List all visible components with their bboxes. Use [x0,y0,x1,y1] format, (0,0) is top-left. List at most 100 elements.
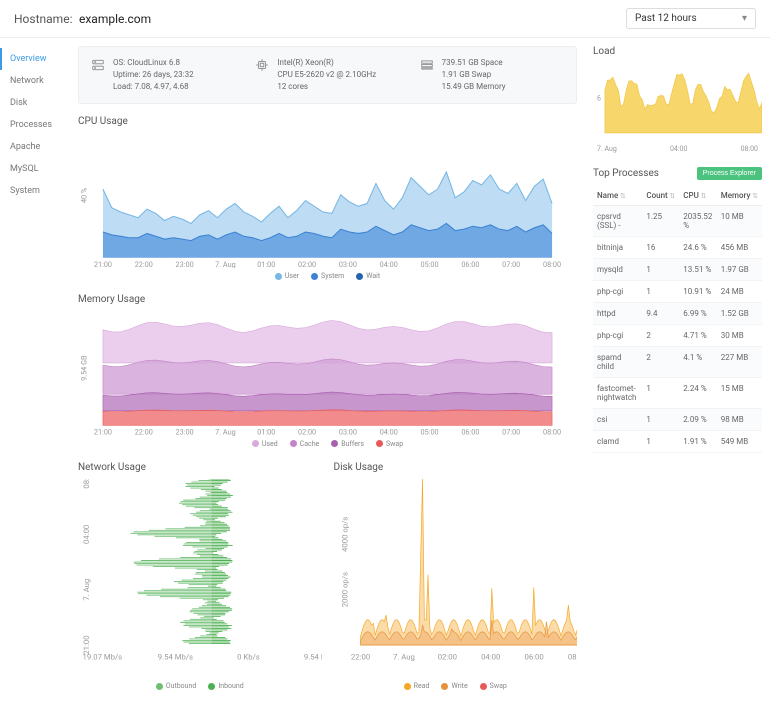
svg-text:9.54 Mb/s: 9.54 Mb/s [304,652,322,661]
sidebar-item-overview[interactable]: Overview [0,48,70,70]
svg-text:06:00: 06:00 [461,428,479,436]
svg-text:04:00: 04:00 [481,652,500,661]
network-card: Network Usage 21:007. Aug04:0008:0019.07… [78,462,322,690]
svg-text:7. Aug: 7. Aug [82,579,91,601]
table-row[interactable]: spamd child24.1 %227 MB [593,347,762,378]
memory-chart: 9.54 GB 21:00 22:00 23:00 7. Aug 01:00 02:00 03… [78,311,577,436]
svg-text:01:00: 01:00 [257,428,275,436]
sidebar-item-network[interactable]: Network [0,70,70,92]
disk-card: Disk Usage 2000 op/s 4000 op/s 22:00 7. Aug… [334,462,578,690]
processes-card: Top Processes Process Explorer NameCount… [593,167,762,453]
svg-text:2000 op/s: 2000 op/s [340,572,349,607]
svg-text:06:00: 06:00 [461,260,479,268]
svg-text:22:00: 22:00 [135,260,153,268]
svg-text:08:00: 08:00 [543,260,561,268]
svg-text:21:00: 21:00 [94,428,112,436]
svg-text:03:00: 03:00 [339,428,357,436]
network-title: Network Usage [78,462,322,473]
svg-text:7. Aug: 7. Aug [215,260,236,268]
proc-col-count[interactable]: Count [642,186,679,206]
svg-text:08:00: 08:00 [567,652,577,661]
hostname: Hostname: example.com [14,12,151,26]
svg-text:04:00: 04:00 [380,428,398,436]
topbar: Hostname: example.com Past 12 hours [0,0,770,38]
proc-col-memory[interactable]: Memory [717,186,762,206]
right-column: Load 6 7. Aug04:0008:00 Top Processes Pr… [585,38,770,712]
table-row[interactable]: csi12.09 %98 MB [593,409,762,431]
period-selected: Past 12 hours [635,13,697,24]
svg-text:22:00: 22:00 [135,428,153,436]
svg-text:04:00: 04:00 [82,525,91,544]
table-row[interactable]: mysqld113.51 %1.97 GB [593,259,762,281]
disk-title: Disk Usage [334,462,578,473]
cpu-title: CPU Usage [78,116,577,127]
server-icon [91,58,105,72]
hostname-value: example.com [79,12,151,26]
table-row[interactable]: bitninja1624.6 %456 MB [593,237,762,259]
svg-text:07:00: 07:00 [502,428,520,436]
svg-text:02:00: 02:00 [298,260,316,268]
memory-title: Memory Usage [78,294,577,305]
sidebar-item-apache[interactable]: Apache [0,136,70,158]
table-row[interactable]: php-cgi110.91 %24 MB [593,281,762,303]
svg-text:7. Aug: 7. Aug [392,652,414,661]
svg-text:4000 op/s: 4000 op/s [340,517,349,552]
load-x-labels: 7. Aug04:0008:00 [593,143,762,153]
proc-col-name[interactable]: Name [593,186,642,206]
svg-text:23:00: 23:00 [176,260,194,268]
load-chart: 6 [593,63,762,143]
sidebar-item-system[interactable]: System [0,180,70,202]
network-legend: OutboundInbound [78,682,322,690]
memory-card: Memory Usage 9.54 GB 21:00 22:00 23:00 7. Au… [78,294,577,448]
proc-col-cpu[interactable]: CPU [679,186,716,206]
svg-text:22:00: 22:00 [350,652,369,661]
svg-text:9.54 GB: 9.54 GB [79,355,88,381]
svg-text:07:00: 07:00 [502,260,520,268]
svg-text:23:00: 23:00 [176,428,194,436]
bottom-charts: Network Usage 21:007. Aug04:0008:0019.07… [78,462,577,704]
table-row[interactable]: clamd11.91 %549 MB [593,431,762,453]
info-mem: 739.51 GB Space 1.91 GB Swap 15.49 GB Me… [420,57,564,93]
processes-table: NameCountCPUMemory cpsrvd (SSL) -1.25203… [593,186,762,453]
processes-title: Top Processes [593,168,659,179]
svg-text:19.07 Mb/s: 19.07 Mb/s [83,652,123,661]
svg-text:04:00: 04:00 [380,260,398,268]
svg-text:06:00: 06:00 [524,652,543,661]
disk-chart: 2000 op/s 4000 op/s 22:00 7. Aug 02:00 04:00 0… [334,479,578,678]
svg-text:40 %: 40 % [79,188,88,203]
process-explorer-button[interactable]: Process Explorer [697,167,762,180]
svg-text:05:00: 05:00 [421,428,439,436]
memory-legend: UsedCacheBuffersSwap [78,440,577,448]
table-row[interactable]: httpd9.46.99 %1.52 GB [593,303,762,325]
svg-text:05:00: 05:00 [421,260,439,268]
cpu-chart: 40 %21:0022:0023:007. Aug01:0002:0003:00… [78,133,577,268]
info-cpu: Intel(R) Xeon(R) CPU E5-2620 v2 @ 2.10GH… [255,57,399,93]
svg-text:02:00: 02:00 [437,652,456,661]
table-row[interactable]: php-cgi24.71 %30 MB [593,325,762,347]
info-bar: OS: CloudLinux 6.8 Uptime: 26 days, 23:3… [78,46,577,104]
svg-text:02:00: 02:00 [298,428,316,436]
table-row[interactable]: cpsrvd (SSL) -1.252035.52 %10 MB [593,206,762,237]
disk-legend: ReadWriteSwap [334,682,578,690]
period-dropdown[interactable]: Past 12 hours [626,8,756,29]
cpu-legend: UserSystemWait [78,272,577,280]
memory-icon [420,58,434,72]
cpu-icon [255,58,269,72]
svg-text:6: 6 [597,95,601,103]
svg-text:9.54 Mb/s: 9.54 Mb/s [158,652,193,661]
sidebar-item-processes[interactable]: Processes [0,114,70,136]
layout: OverviewNetworkDiskProcessesApacheMySQLS… [0,38,770,712]
load-card: Load 6 7. Aug04:0008:00 [593,46,762,153]
main-content: OS: CloudLinux 6.8 Uptime: 26 days, 23:3… [70,38,585,712]
svg-text:21:00: 21:00 [94,260,112,268]
table-row[interactable]: fastcomet-nightwatch12.24 %15 MB [593,378,762,409]
svg-text:08:00: 08:00 [543,428,561,436]
network-chart: 21:007. Aug04:0008:0019.07 Mb/s9.54 Mb/s… [78,479,322,678]
svg-text:01:00: 01:00 [257,260,275,268]
sidebar-item-disk[interactable]: Disk [0,92,70,114]
sidebar: OverviewNetworkDiskProcessesApacheMySQLS… [0,38,70,712]
load-title: Load [593,46,762,57]
sidebar-item-mysql[interactable]: MySQL [0,158,70,180]
svg-text:7. Aug: 7. Aug [215,428,236,436]
info-os: OS: CloudLinux 6.8 Uptime: 26 days, 23:3… [91,57,235,93]
